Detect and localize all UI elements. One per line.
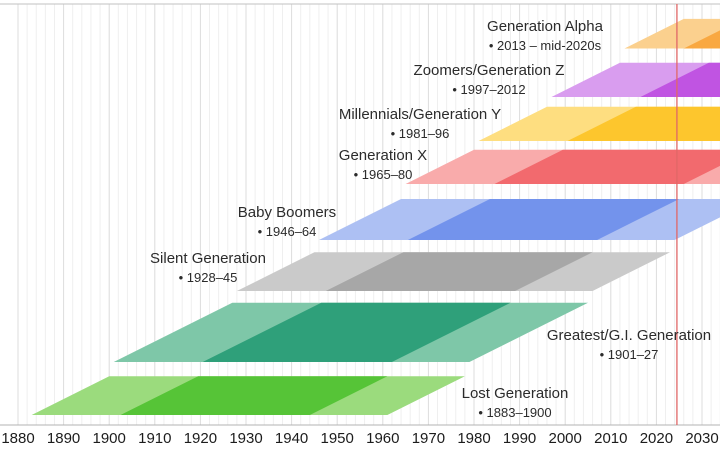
axis-tick-label: 1970 — [411, 430, 446, 447]
axis-tick-label: 1940 — [274, 430, 309, 447]
axis-tick-label: 1920 — [183, 430, 218, 447]
axis-tick-label: 2000 — [548, 430, 582, 447]
band-dark-greatest-g-i-generation — [202, 302, 511, 362]
axis-tick-label: 1960 — [366, 430, 400, 447]
axis-tick-label: 1990 — [502, 430, 537, 447]
axis-tick-label: 1880 — [1, 430, 35, 447]
axis-tick-label: 1890 — [46, 430, 81, 447]
band-dark-zoomers-generation-z — [640, 62, 720, 97]
axis-tick-label: 2020 — [639, 430, 674, 447]
band-dark-baby-boomers — [407, 198, 680, 240]
band-dark-lost-generation — [120, 376, 388, 415]
axis-tick-label: 1910 — [138, 430, 172, 447]
axis-tick-label: 1980 — [457, 430, 491, 447]
axis-tick-label: 1900 — [92, 430, 126, 447]
axis-tick-label: 1950 — [320, 430, 354, 447]
band-dark-generation-x — [494, 149, 720, 184]
band-dark-millennials-generation-y — [567, 106, 720, 141]
band-light-generation-alpha — [624, 18, 720, 49]
axis-tick-label: 1930 — [229, 430, 263, 447]
axis-tick-label: 2010 — [594, 430, 628, 447]
axis-tick-label: 2030 — [685, 430, 719, 447]
band-dark-silent-generation — [325, 252, 593, 291]
band-dark-generation-alpha — [683, 30, 720, 49]
